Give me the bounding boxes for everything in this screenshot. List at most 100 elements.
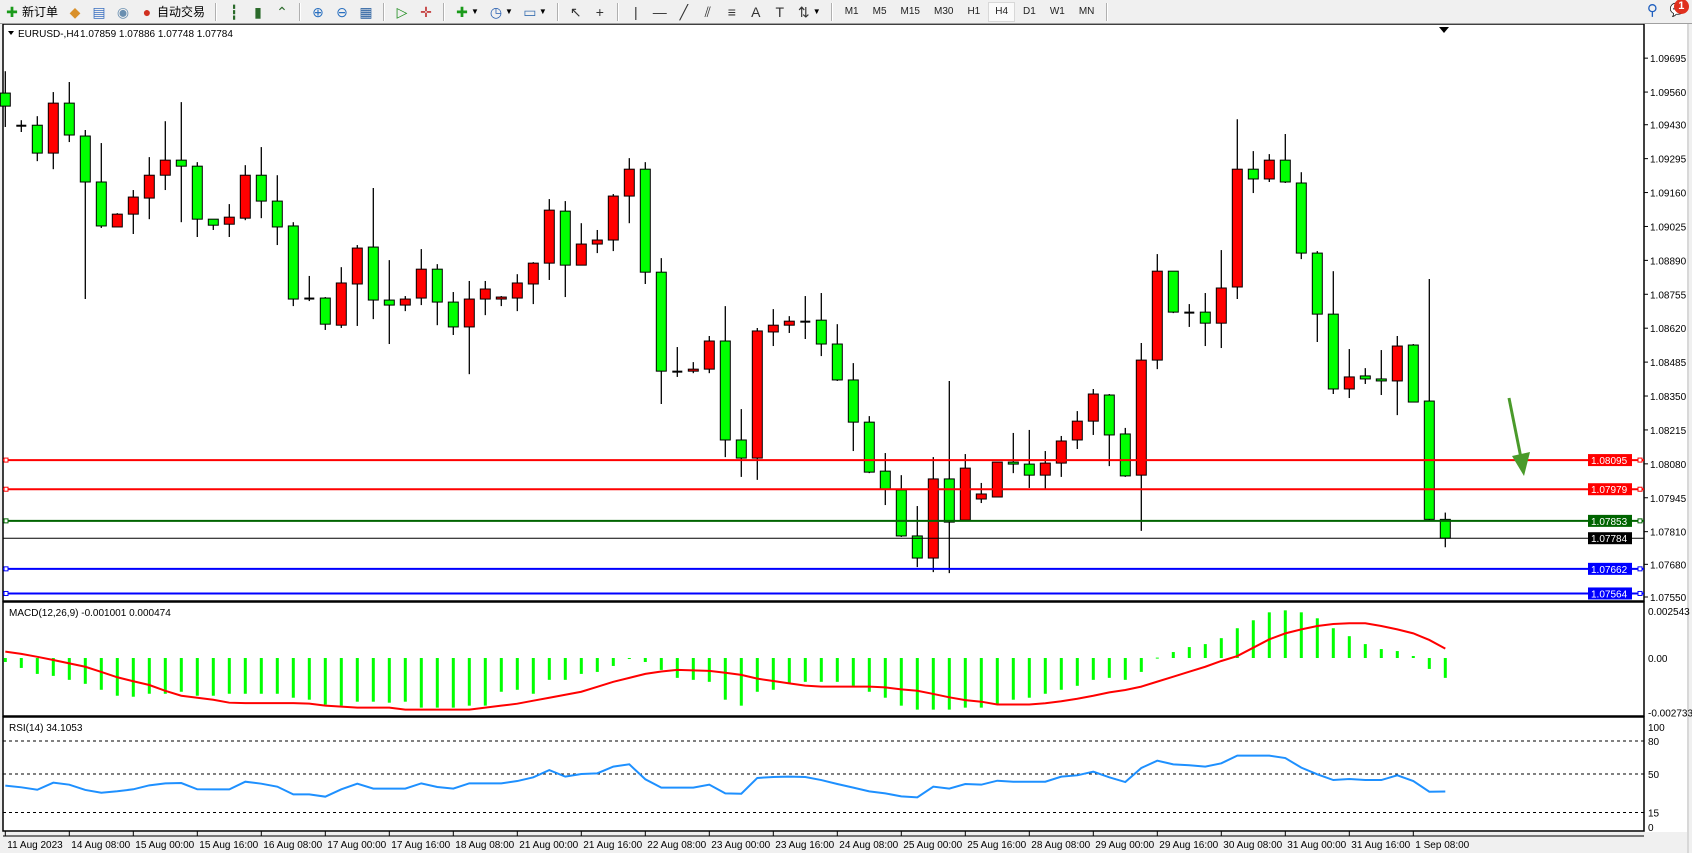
candle [335,267,347,328]
autotrading-button[interactable]: ● 自动交易 [136,2,209,22]
fibonacci-button[interactable]: ≡ [721,2,743,22]
candle-body [895,489,907,537]
level-line[interactable]: 1.07853 [3,514,1644,528]
periods-button[interactable]: ◷ ▼ [485,2,517,22]
chart-shift-button[interactable]: ✛ [415,2,437,22]
candle [511,274,523,312]
trendline-button[interactable]: ╱ [673,2,695,22]
candle-body [959,467,971,521]
arrows-button[interactable]: ⇅ ▼ [793,2,825,22]
candle [175,102,187,223]
timeframe-h1-button[interactable]: H1 [967,6,981,17]
dropdown-arrow-icon[interactable]: ▼ [471,7,479,16]
candle-body [847,379,859,423]
level-handle-right[interactable] [1637,518,1643,524]
candle [495,296,507,307]
arrow-annotation[interactable] [1507,397,1530,476]
macd-bar [1027,658,1031,698]
metaeditor-button[interactable]: ◆ [64,2,86,22]
level-handle-right[interactable] [1637,566,1643,572]
macd-bar [659,658,663,670]
macd-bar [35,658,39,674]
notification-button[interactable]: 💬 1 [1670,0,1689,18]
candle-body [975,493,987,500]
level-line[interactable]: 1.08095 [3,454,1644,467]
candle [463,280,475,375]
terminal-button[interactable]: ▤ [88,2,110,22]
timeframe-d1-button[interactable]: D1 [1023,6,1036,17]
level-line[interactable]: 1.07662 [3,562,1644,576]
level-line[interactable]: 1.07979 [3,483,1644,496]
candle [767,309,779,347]
timeframe-m5-button[interactable]: M5 [872,6,887,17]
macd-bar [1011,658,1015,700]
bar-chart-button[interactable]: ┇ [223,2,245,22]
candle-body [271,200,283,228]
candle [815,293,827,357]
candle-body [1167,270,1179,313]
search-icon[interactable]: ⚲ [1646,2,1658,19]
candle [47,92,59,170]
tile-windows-button[interactable]: ▦ [355,2,377,22]
macd-bar [3,658,7,662]
candle-body [575,243,587,266]
time-tick-label: 1 Sep 08:00 [1415,840,1469,851]
dropdown-arrow-icon[interactable]: ▼ [812,7,821,16]
candle-body [239,174,251,219]
vertical-line-button[interactable]: | [625,2,647,22]
price-tick-label: 1.09160 [1650,189,1687,200]
zoom-out-button[interactable]: ⊖ [331,2,353,22]
toolbar-separator [1106,2,1109,21]
candlestick-chart-button[interactable]: ▮ [247,2,269,22]
horizontal-line-button[interactable]: — [649,2,671,22]
candle [447,292,459,335]
text-button[interactable]: A [745,2,767,22]
candle [1295,172,1307,260]
signals-button[interactable]: ◉ [112,2,134,22]
macd-bar [307,658,311,700]
macd-bar [163,658,167,694]
macd-bar [179,658,183,692]
level-handle-left[interactable] [3,486,9,492]
level-handle-right[interactable] [1637,457,1643,463]
level-handle-left[interactable] [3,457,9,463]
candle-body [591,239,603,245]
level-line[interactable]: 1.07784 [3,532,1644,545]
level-handle-right[interactable] [1637,590,1643,596]
candle-body [415,268,427,299]
new-order-button[interactable]: ✚ 新订单 [1,2,62,22]
chart-shift-marker-icon[interactable] [1439,27,1449,33]
timeframe-m1-button[interactable]: M1 [844,6,859,17]
dropdown-arrow-icon[interactable]: ▼ [504,7,513,16]
level-handle-left[interactable] [3,566,9,572]
candle [719,306,731,458]
dropdown-arrow-icon[interactable]: ▼ [538,7,547,16]
level-handle-left[interactable] [3,590,9,596]
timeframe-h4-button[interactable]: H4 [988,1,1016,22]
candle-body [1151,270,1163,361]
auto-scroll-button[interactable]: ▷ [391,2,413,22]
line-chart-button[interactable]: ⌃ [271,2,293,22]
candle [1039,451,1051,489]
timeframe-mn-button[interactable]: MN [1078,6,1095,17]
timeframe-m15-button[interactable]: M15 [900,6,920,17]
macd-bar [211,658,215,696]
candle [399,296,411,312]
level-handle-left[interactable] [3,518,9,524]
level-price-box [1588,562,1632,575]
cursor-button[interactable]: ↖ [565,2,587,22]
timeframe-w1-button[interactable]: W1 [1049,6,1065,17]
templates-button[interactable]: ▭ ▼ [519,2,551,22]
level-handle-right[interactable] [1637,486,1643,492]
crosshair-button[interactable]: + [589,2,611,22]
level-line[interactable]: 1.07564 [3,587,1644,600]
candle [943,380,955,574]
zoom-in-button[interactable]: ⊕ [307,2,329,22]
timeframe-m30-button[interactable]: M30 [933,6,954,17]
macd-bar [419,658,423,708]
equidistant-channel-button[interactable]: ⫽ [697,2,719,22]
indicators-button[interactable]: ✚ ▼ [451,2,483,22]
text-label-button[interactable]: T [769,2,791,22]
chart-menu-triangle-icon[interactable] [8,31,14,35]
